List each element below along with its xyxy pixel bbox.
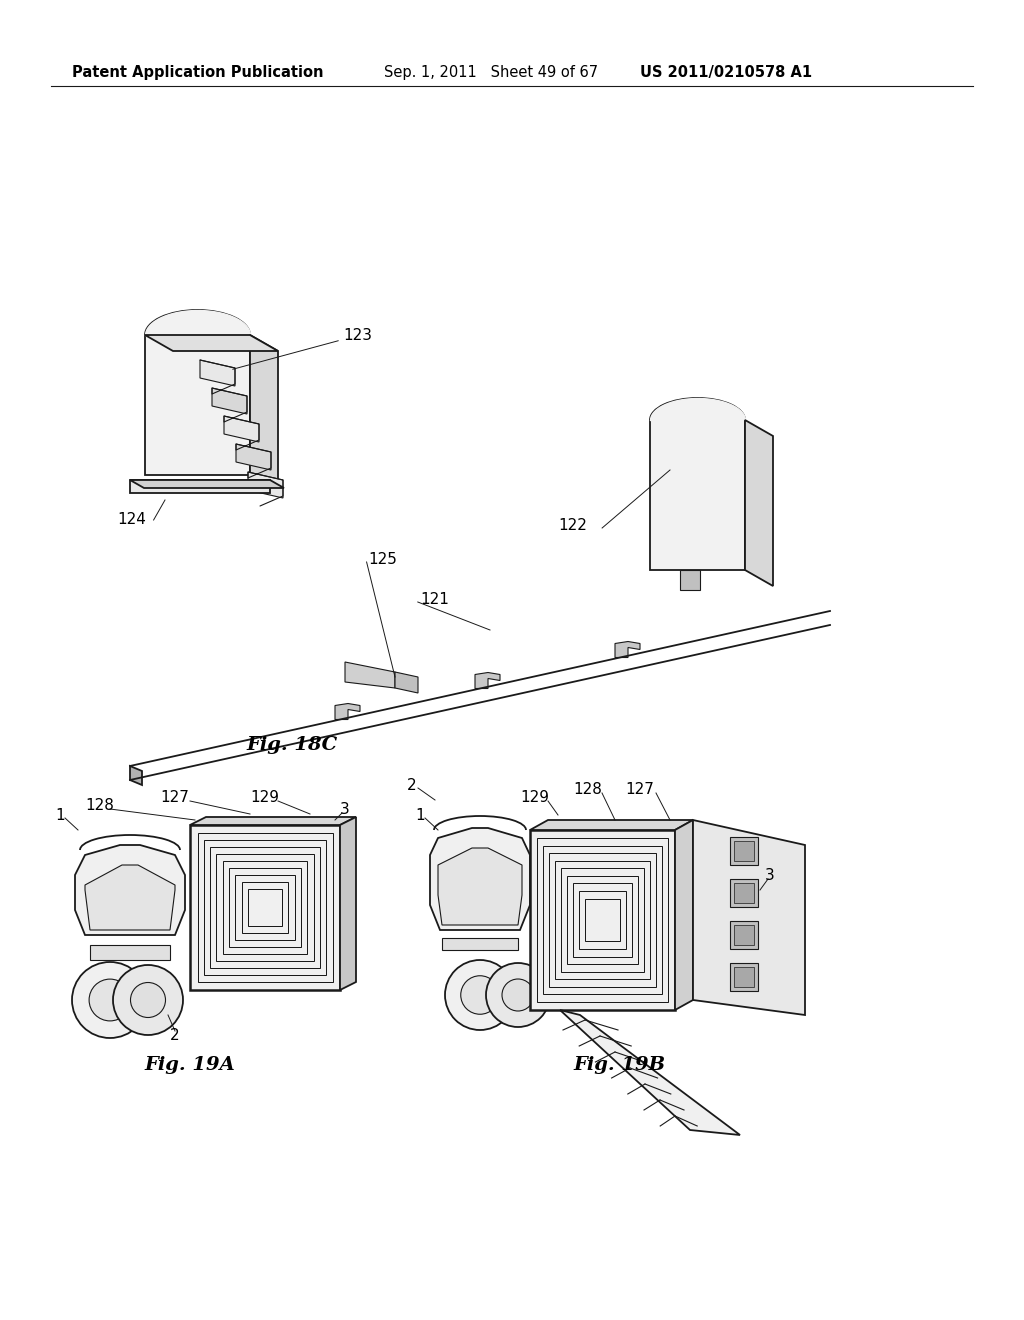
Text: 3: 3 bbox=[340, 803, 350, 817]
Polygon shape bbox=[442, 939, 518, 950]
Text: 129: 129 bbox=[251, 791, 280, 805]
Bar bbox=[561, 869, 644, 972]
Bar bbox=[730, 921, 758, 949]
Circle shape bbox=[72, 962, 148, 1038]
Bar bbox=[537, 838, 669, 1002]
Text: Fig. 19A: Fig. 19A bbox=[144, 1056, 234, 1074]
Polygon shape bbox=[236, 444, 271, 470]
Polygon shape bbox=[248, 473, 283, 498]
Bar bbox=[730, 879, 758, 907]
Polygon shape bbox=[250, 335, 278, 491]
Polygon shape bbox=[224, 416, 259, 442]
Bar bbox=[567, 876, 638, 964]
Polygon shape bbox=[75, 845, 185, 935]
Bar bbox=[734, 925, 754, 945]
Circle shape bbox=[445, 960, 515, 1030]
Bar bbox=[530, 830, 675, 1010]
Polygon shape bbox=[680, 570, 700, 590]
Bar bbox=[734, 841, 754, 861]
Bar bbox=[242, 882, 289, 933]
Circle shape bbox=[113, 965, 183, 1035]
Text: Patent Application Publication: Patent Application Publication bbox=[72, 65, 324, 81]
Polygon shape bbox=[650, 420, 745, 570]
Bar bbox=[236, 875, 295, 940]
Polygon shape bbox=[430, 828, 530, 931]
Text: 121: 121 bbox=[420, 593, 449, 607]
Text: 1: 1 bbox=[415, 808, 425, 822]
Text: 3: 3 bbox=[765, 867, 775, 883]
Text: Fig. 18C: Fig. 18C bbox=[247, 737, 337, 754]
Polygon shape bbox=[345, 663, 395, 688]
Text: 127: 127 bbox=[626, 783, 654, 797]
Text: 128: 128 bbox=[573, 783, 602, 797]
Polygon shape bbox=[438, 847, 522, 925]
Polygon shape bbox=[745, 420, 773, 586]
Text: Fig. 19B: Fig. 19B bbox=[573, 1056, 666, 1074]
Bar bbox=[730, 964, 758, 991]
Bar bbox=[555, 861, 650, 979]
Polygon shape bbox=[130, 480, 284, 488]
Text: 1: 1 bbox=[55, 808, 65, 822]
Bar bbox=[190, 825, 340, 990]
Bar bbox=[229, 869, 301, 948]
Bar bbox=[222, 861, 307, 954]
Text: 124: 124 bbox=[118, 512, 146, 528]
Polygon shape bbox=[675, 820, 693, 1010]
Polygon shape bbox=[693, 820, 805, 1015]
Bar bbox=[198, 833, 333, 982]
Bar bbox=[586, 899, 620, 941]
Bar bbox=[580, 891, 626, 949]
Polygon shape bbox=[340, 817, 356, 990]
Polygon shape bbox=[530, 820, 693, 830]
Text: 125: 125 bbox=[369, 553, 397, 568]
Bar bbox=[210, 847, 319, 968]
Text: 122: 122 bbox=[558, 517, 587, 532]
Bar bbox=[204, 841, 327, 974]
Polygon shape bbox=[130, 480, 270, 492]
Polygon shape bbox=[85, 865, 175, 931]
Text: 2: 2 bbox=[170, 1027, 180, 1043]
Circle shape bbox=[89, 979, 131, 1020]
Text: 129: 129 bbox=[520, 791, 550, 805]
Text: 123: 123 bbox=[343, 327, 372, 342]
Bar bbox=[734, 968, 754, 987]
Circle shape bbox=[461, 975, 500, 1014]
Bar bbox=[216, 854, 313, 961]
Polygon shape bbox=[200, 360, 234, 385]
Bar bbox=[734, 883, 754, 903]
Polygon shape bbox=[475, 672, 500, 689]
Polygon shape bbox=[190, 817, 356, 825]
Polygon shape bbox=[212, 388, 247, 414]
Bar bbox=[573, 883, 632, 957]
Text: Sep. 1, 2011   Sheet 49 of 67: Sep. 1, 2011 Sheet 49 of 67 bbox=[384, 65, 598, 81]
Polygon shape bbox=[145, 335, 250, 475]
Polygon shape bbox=[90, 945, 170, 960]
Polygon shape bbox=[395, 672, 418, 693]
Text: 2: 2 bbox=[408, 777, 417, 792]
Circle shape bbox=[486, 964, 550, 1027]
Circle shape bbox=[502, 979, 534, 1011]
Text: US 2011/0210578 A1: US 2011/0210578 A1 bbox=[640, 65, 812, 81]
Polygon shape bbox=[130, 766, 142, 785]
Bar bbox=[730, 837, 758, 865]
Circle shape bbox=[130, 982, 166, 1018]
Polygon shape bbox=[145, 335, 278, 351]
Text: 128: 128 bbox=[86, 797, 115, 813]
Polygon shape bbox=[335, 704, 360, 719]
Bar bbox=[543, 846, 663, 994]
Polygon shape bbox=[560, 1010, 740, 1135]
Bar bbox=[248, 888, 282, 927]
Bar bbox=[549, 853, 656, 987]
Text: 127: 127 bbox=[161, 791, 189, 805]
Polygon shape bbox=[615, 642, 640, 657]
